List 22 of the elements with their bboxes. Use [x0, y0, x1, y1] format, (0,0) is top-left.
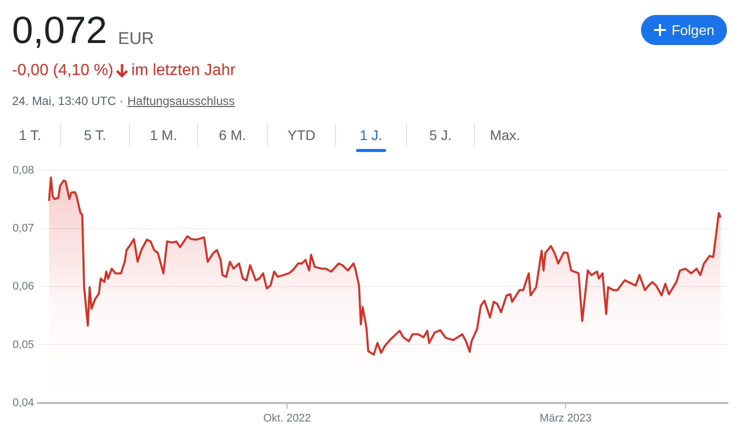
text: Haftungsausschluss [127, 94, 235, 108]
x-tick-label: Okt. 2022 [263, 412, 311, 424]
text: YTD [267, 124, 335, 146]
y-tick-label: 0,07 [12, 222, 34, 235]
text: 1 J. [335, 124, 406, 146]
y-tick-label: 0,05 [12, 338, 34, 351]
y-tick-label: 0,08 [12, 164, 34, 177]
text: 1 T. [18, 126, 42, 145]
y-tick-label: 0,04 [12, 396, 34, 409]
text: Folgen [672, 22, 714, 38]
text: Max. [474, 124, 535, 146]
y-tick-label: 0,06 [12, 280, 34, 293]
text: im letzten Jahr [131, 62, 236, 80]
text: -0,00 (4,10 %) [12, 62, 114, 80]
text: 5 T. [60, 124, 129, 146]
x-tick-label: März 2023 [540, 412, 592, 424]
text: 1 M. [129, 124, 197, 146]
text: 6 M. [197, 124, 267, 146]
text: 5 J. [406, 124, 474, 146]
text: 24. Mai, 13:40 UTC · [12, 94, 124, 108]
text: EUR [118, 29, 154, 49]
chart-title: 0,072 [12, 10, 108, 53]
